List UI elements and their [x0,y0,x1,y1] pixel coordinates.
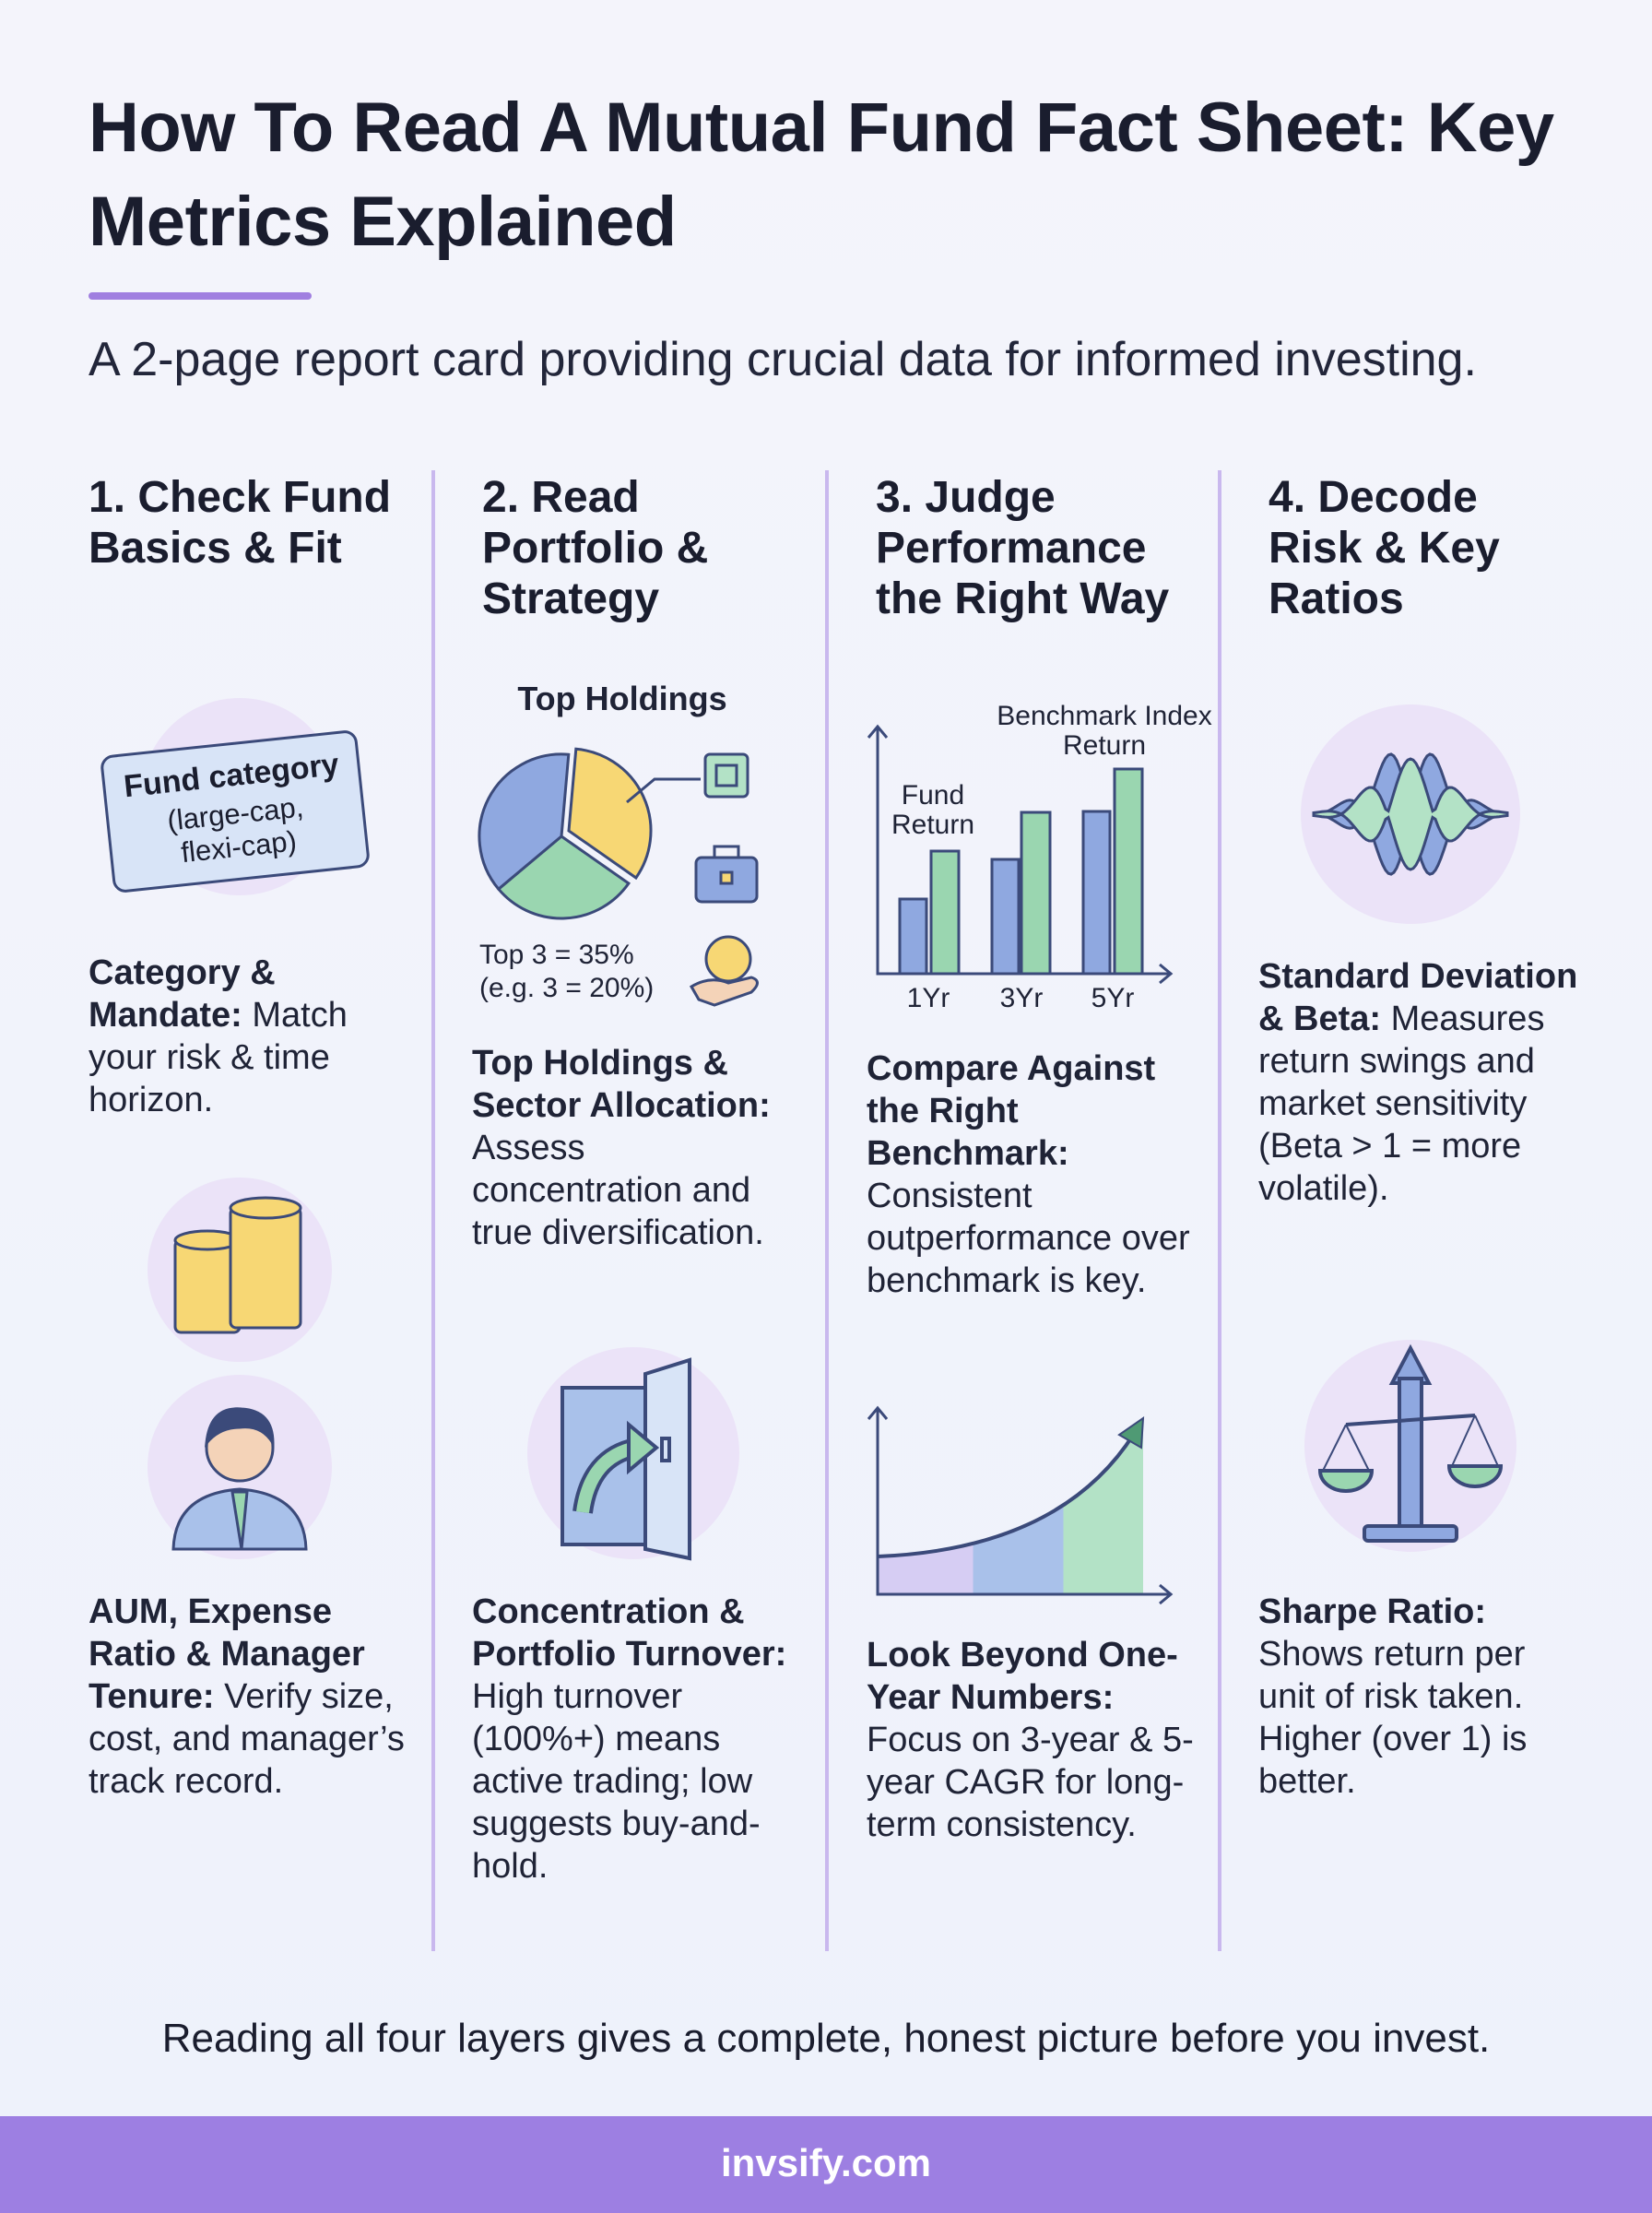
pie-illustration-part [626,777,701,804]
wave-icon-part [1312,757,1509,871]
pie-illustration-part [714,763,738,787]
bar-chart-illustration-part [1081,810,1112,976]
section: AUM, Expense Ratio & Manager Tenure: Ver… [88,1591,411,1803]
bar-chart-illustration-part [867,724,1174,985]
title-underline [88,292,312,300]
column-heading: 4. Decode Risk & Key Ratios [1268,473,1500,623]
title: How To Read A Mutual Fund Fact Sheet: Ke… [88,89,1554,261]
section-label: Sharpe Ratio: [1258,1592,1487,1631]
section-label: Look Beyond One-Year Numbers: [867,1636,1178,1717]
section-text: Consistent outperformance over benchmark… [867,1177,1190,1300]
growth-curve-illustration-part [876,1408,1171,1596]
section-text: High turnover (100%+) means active tradi… [472,1677,761,1886]
coins-icon-part [229,1206,302,1330]
person-icon [171,1407,308,1551]
section-text: Measures return swings and market sensit… [1258,1000,1545,1208]
scale-icon-part [1446,1464,1504,1488]
pie-illustration-part [478,752,571,892]
section-text: Focus on 3-year & 5-year CAGR for long-t… [867,1721,1194,1844]
person-icon-part [205,1407,275,1449]
section: Compare Against the Right Benchmark: Con… [867,1047,1198,1302]
scale-icon [1317,1343,1504,1543]
scale-icon-part [1398,1377,1423,1528]
growth-curve-illustration-part [1117,1416,1145,1450]
card-text: (large-cap, flexi-cap) [165,790,305,870]
section: Category & Mandate: Match your risk & ti… [88,952,411,1121]
scale-icon-part [1317,1469,1375,1493]
door-icon [560,1357,691,1561]
bar-chart-illustration-part [876,727,1171,976]
label-line: Return [891,810,974,840]
bar-chart-illustration-part [1020,811,1052,976]
column-heading: 3. Judge Performance the Right Way [876,473,1170,623]
section: Concentration & Portfolio Turnover: High… [472,1591,804,1888]
section-label: Concentration & Portfolio Turnover: [472,1592,787,1674]
column-heading: 2. Read Portfolio & Strategy [482,473,709,623]
section-label: AUM, Expense Ratio & Manager Tenure: [88,1592,365,1716]
scale-icon-part [1322,1414,1499,1472]
section-text: Assess concentration and true diversific… [472,1129,764,1252]
bar-chart-illustration-part [898,897,928,976]
section-text: Verify size, cost, and manager’s track r… [88,1677,405,1801]
scale-icon-part [1363,1524,1458,1543]
footer-note: Reading all four layers gives a complete… [161,2016,1491,2061]
section-label: Standard Deviation & Beta: [1258,957,1578,1038]
chart-labels: Top Holdings Top 3 = 35% (e.g. 3 = 20%) … [479,680,1212,1013]
section: Standard Deviation & Beta: Measures retu… [1258,955,1581,1210]
column-heading: 1. Check Fund Basics & Fit [88,473,392,573]
wave-icon [1312,752,1509,876]
door-icon-part [660,1437,671,1462]
pie-illustration [478,747,759,1007]
pie-illustration-part [713,845,740,858]
subtitle: A 2-page report card providing crucial d… [88,333,1477,386]
footer-brand: invsify.com [721,2141,931,2184]
coins-icon [173,1196,302,1334]
pie-illustration-part [703,752,749,799]
section-label: Category & Mandate: [88,953,276,1035]
bar-chart-illustration-part [929,849,961,976]
chart-labels-part: Top 3 = 35% [479,940,634,970]
column-divider [431,470,1221,1951]
section: Look Beyond One-Year Numbers: Focus on 3… [867,1634,1208,1846]
label-line: Return [1063,730,1146,761]
section-text: Match your risk & time horizon. [88,996,348,1119]
pie-illustration-part [719,870,734,885]
door-icon-part [576,1441,638,1514]
label-line: Fund [902,780,964,811]
chart-labels-part: Benchmark Index Return [997,701,1211,761]
section: Sharpe Ratio: Shows return per unit of r… [1258,1591,1581,1803]
category-card: Fund category (large-cap, flexi-cap) [99,728,372,894]
label-line: Benchmark Index [997,701,1211,731]
footer-bar [0,2116,1652,2213]
chart-labels-part: 3Yr [1000,983,1044,1013]
chart-labels-part: Top Holdings [517,680,726,717]
growth-curve-illustration [867,1405,1174,1605]
pie-illustration-part [496,834,631,920]
pie-illustration-part [567,747,653,881]
door-icon-part [627,1420,660,1475]
growth-curve-illustration-part [867,1405,1174,1605]
bar-chart-illustration-part [990,858,1021,976]
section: Top Holdings & Sector Allocation: Assess… [472,1042,804,1254]
bar-chart-illustration [867,724,1174,985]
chart-labels-part: Fund Return [891,780,974,840]
pie-illustration-part [689,976,759,1007]
chart-labels-part: 5Yr [1092,983,1135,1013]
chart-labels-part: 1Yr [907,983,950,1013]
coins-icon-part [229,1196,302,1220]
pie-illustration-part [704,935,752,983]
person-icon-part [230,1490,249,1550]
growth-curve-illustration-part [877,1432,1136,1558]
growth-curve-illustration-part [878,1425,1143,1594]
chart-labels-part: (e.g. 3 = 20%) [479,973,654,1003]
section-label: Compare Against the Right Benchmark: [867,1049,1156,1173]
section-label: Top Holdings & Sector Allocation: [472,1044,771,1125]
section-text: Shows return per unit of risk taken. Hig… [1258,1635,1528,1801]
scale-icon-part [1345,1414,1476,1426]
bar-chart-illustration-part [1113,767,1144,976]
